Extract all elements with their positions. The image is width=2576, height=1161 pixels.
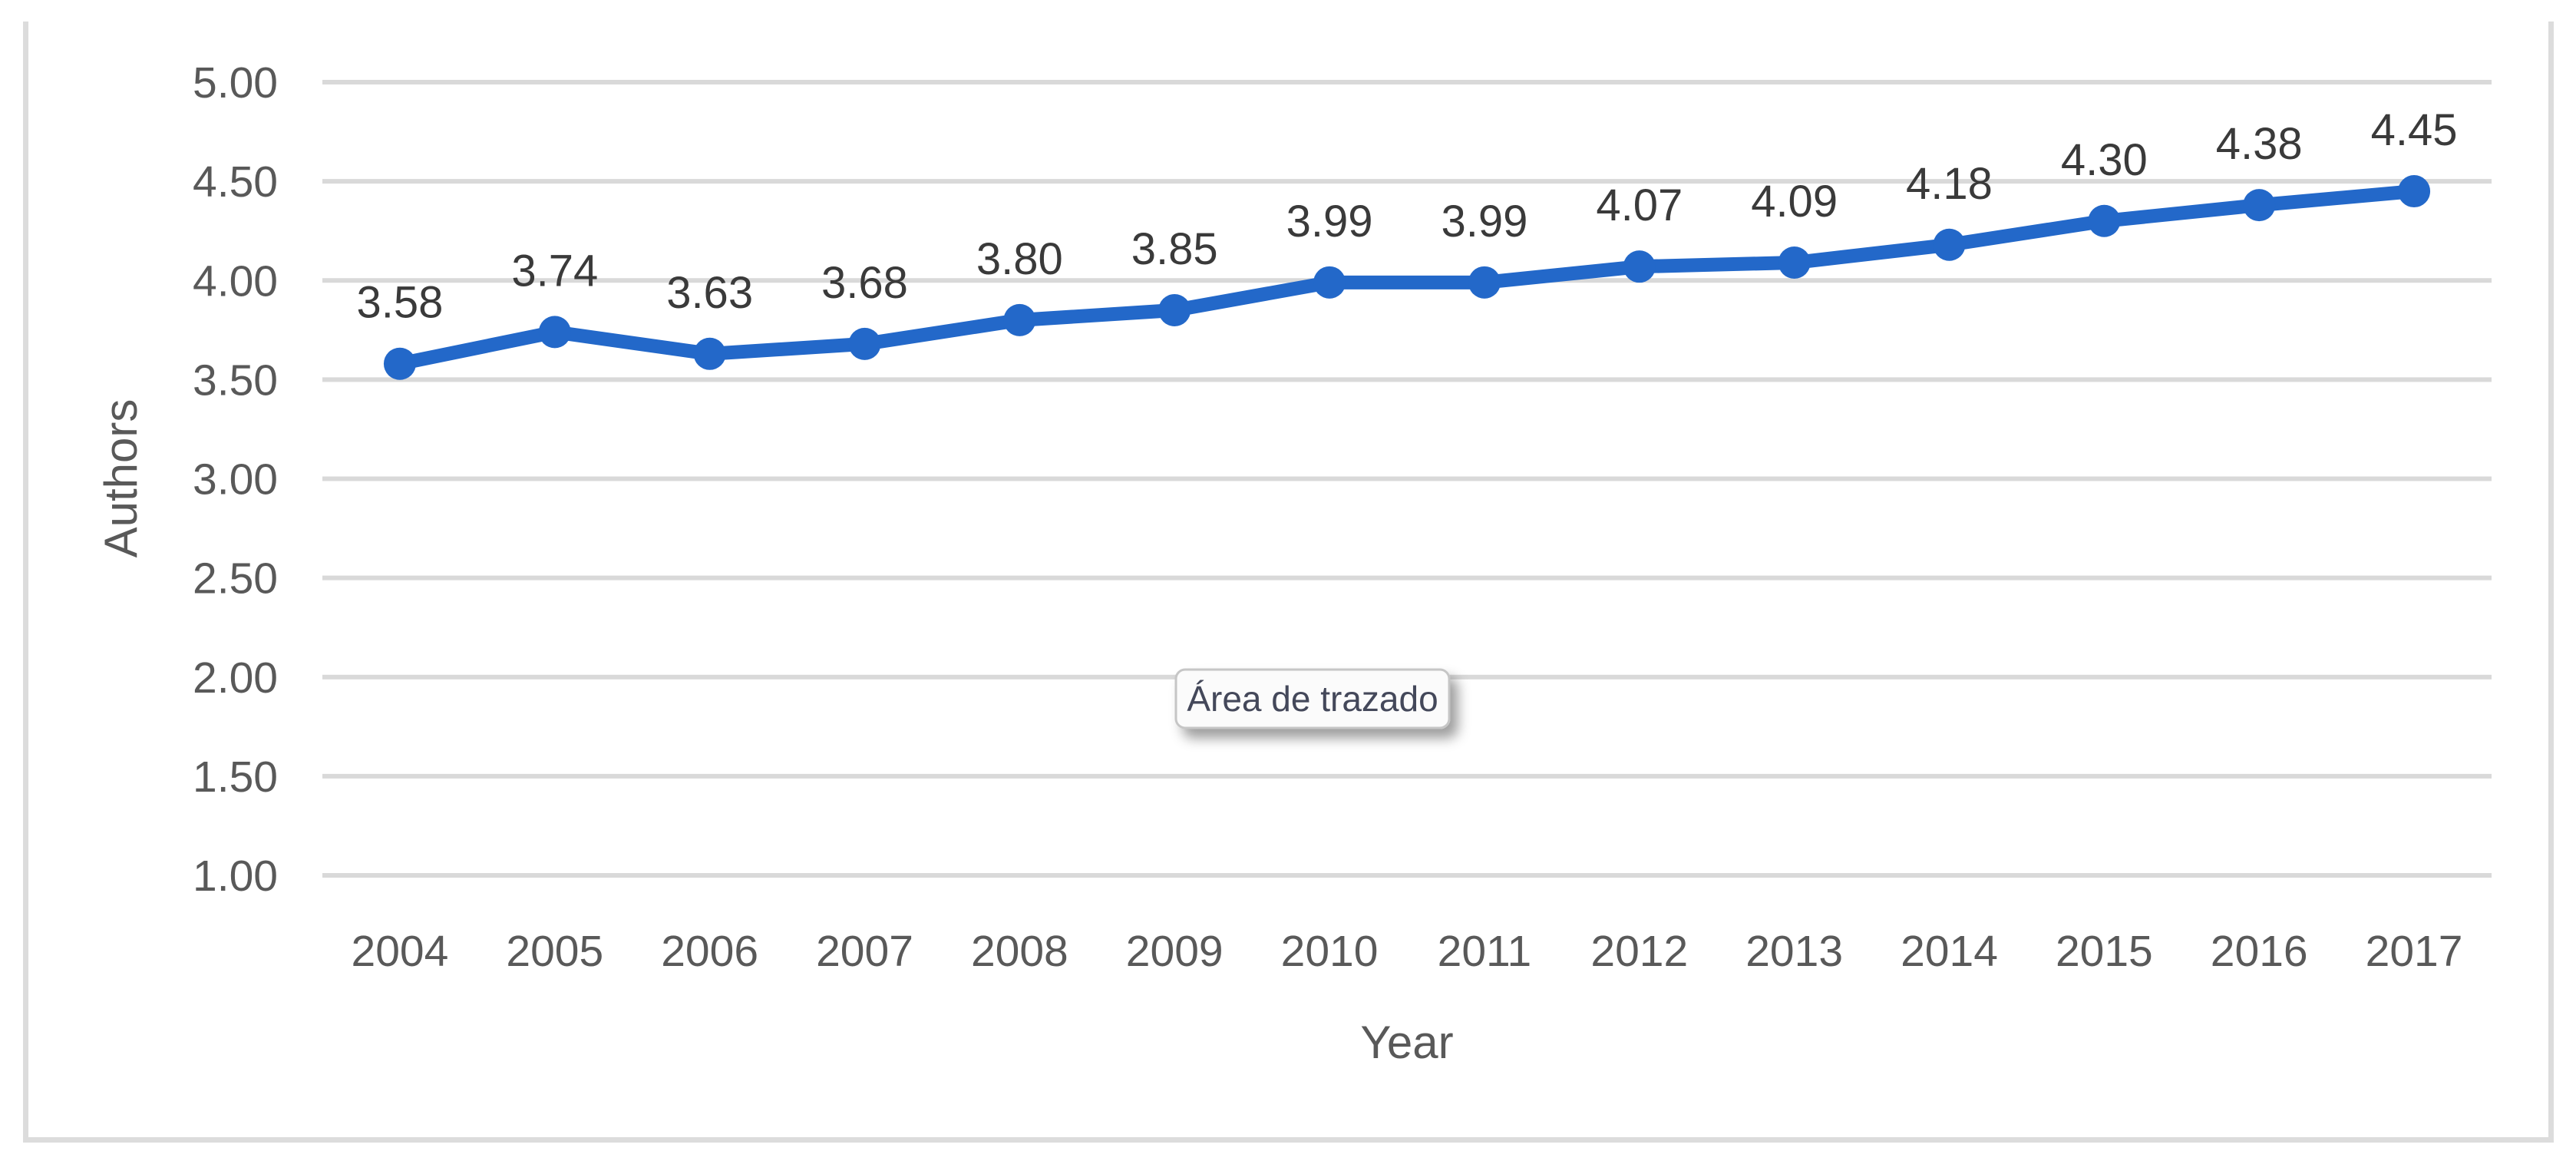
tooltip-label: Área de trazado <box>1187 679 1438 719</box>
gridlines <box>322 80 2492 878</box>
data-point <box>848 327 881 360</box>
x-tick-label: 2014 <box>1901 927 1998 976</box>
x-tick-label: 2006 <box>661 927 758 976</box>
x-tick-label: 2005 <box>506 927 603 976</box>
frame-left-border <box>23 22 28 1143</box>
data-point-label: 3.85 <box>1131 224 1218 274</box>
data-point <box>538 316 571 349</box>
y-tick-label: 5.00 <box>193 58 278 108</box>
series-line <box>392 184 2422 371</box>
series-authors: 3.58 3.74 3.63 3.68 3.80 3.85 3.99 3.99 4.07 4.09… <box>356 105 2458 380</box>
x-tick-label: 2011 <box>1438 927 1532 976</box>
frame-bottom-border <box>23 1137 2554 1143</box>
data-point <box>1468 266 1501 299</box>
y-tick-label: 2.50 <box>193 554 278 604</box>
data-point <box>693 337 726 370</box>
data-point-label: 4.45 <box>2371 105 2458 155</box>
data-point <box>1313 266 1346 299</box>
y-tick-label: 1.50 <box>193 752 278 802</box>
data-point <box>383 347 416 380</box>
frame-right-border <box>2548 22 2554 1143</box>
data-point-label: 4.18 <box>1906 159 1993 209</box>
y-tick-label: 1.00 <box>193 852 278 901</box>
y-tick-label: 3.50 <box>193 356 278 405</box>
data-point-label: 3.68 <box>821 258 908 308</box>
x-tick-label: 2009 <box>1126 927 1224 976</box>
x-tick-label: 2016 <box>2211 927 2308 976</box>
data-point <box>1003 303 1036 336</box>
data-point <box>2243 189 2276 222</box>
x-tick-label: 2017 <box>2366 927 2463 976</box>
x-tick-label: 2013 <box>1745 927 1843 976</box>
x-tick-label: 2008 <box>971 927 1068 976</box>
data-point <box>2398 175 2431 208</box>
x-tick-label: 2004 <box>352 927 449 976</box>
data-point-label: 3.99 <box>1441 197 1527 246</box>
y-axis-tick-labels: 5.00 4.50 4.00 3.50 3.00 2.50 2.00 1.50 1.00 <box>193 58 278 901</box>
tooltip-box <box>1174 668 1451 729</box>
data-point-label: 4.30 <box>2061 135 2148 185</box>
data-point-label: 3.58 <box>356 278 443 328</box>
data-point <box>2088 204 2121 237</box>
y-axis-title: Authors <box>95 399 147 558</box>
data-point-label: 3.63 <box>666 268 753 318</box>
data-point-label: 3.99 <box>1286 197 1373 246</box>
plot-area-tooltip: Área de trazado <box>1174 668 1451 729</box>
x-tick-label: 2012 <box>1590 927 1688 976</box>
x-tick-label: 2015 <box>2056 927 2153 976</box>
x-tick-label: 2010 <box>1281 927 1379 976</box>
data-point-label: 4.09 <box>1751 177 1838 227</box>
data-point <box>1158 293 1191 326</box>
y-tick-label: 4.50 <box>193 157 278 207</box>
x-axis-tick-labels: 2004 2005 2006 2007 2008 2009 2010 2011 2012 2013… <box>352 927 2463 976</box>
data-point-label: 4.38 <box>2216 119 2303 169</box>
x-axis-title: Year <box>1360 1017 1453 1068</box>
data-point-label: 3.80 <box>976 234 1063 284</box>
data-point-label: 3.74 <box>511 246 598 296</box>
y-tick-label: 2.00 <box>193 653 278 703</box>
chart-frame <box>23 22 2554 1143</box>
y-tick-label: 4.00 <box>193 256 278 306</box>
y-tick-label: 3.00 <box>193 455 278 504</box>
data-point <box>1778 246 1811 280</box>
data-point <box>1623 250 1656 283</box>
data-point <box>1933 228 1966 261</box>
x-tick-label: 2007 <box>816 927 913 976</box>
data-point-label: 4.07 <box>1596 180 1683 230</box>
